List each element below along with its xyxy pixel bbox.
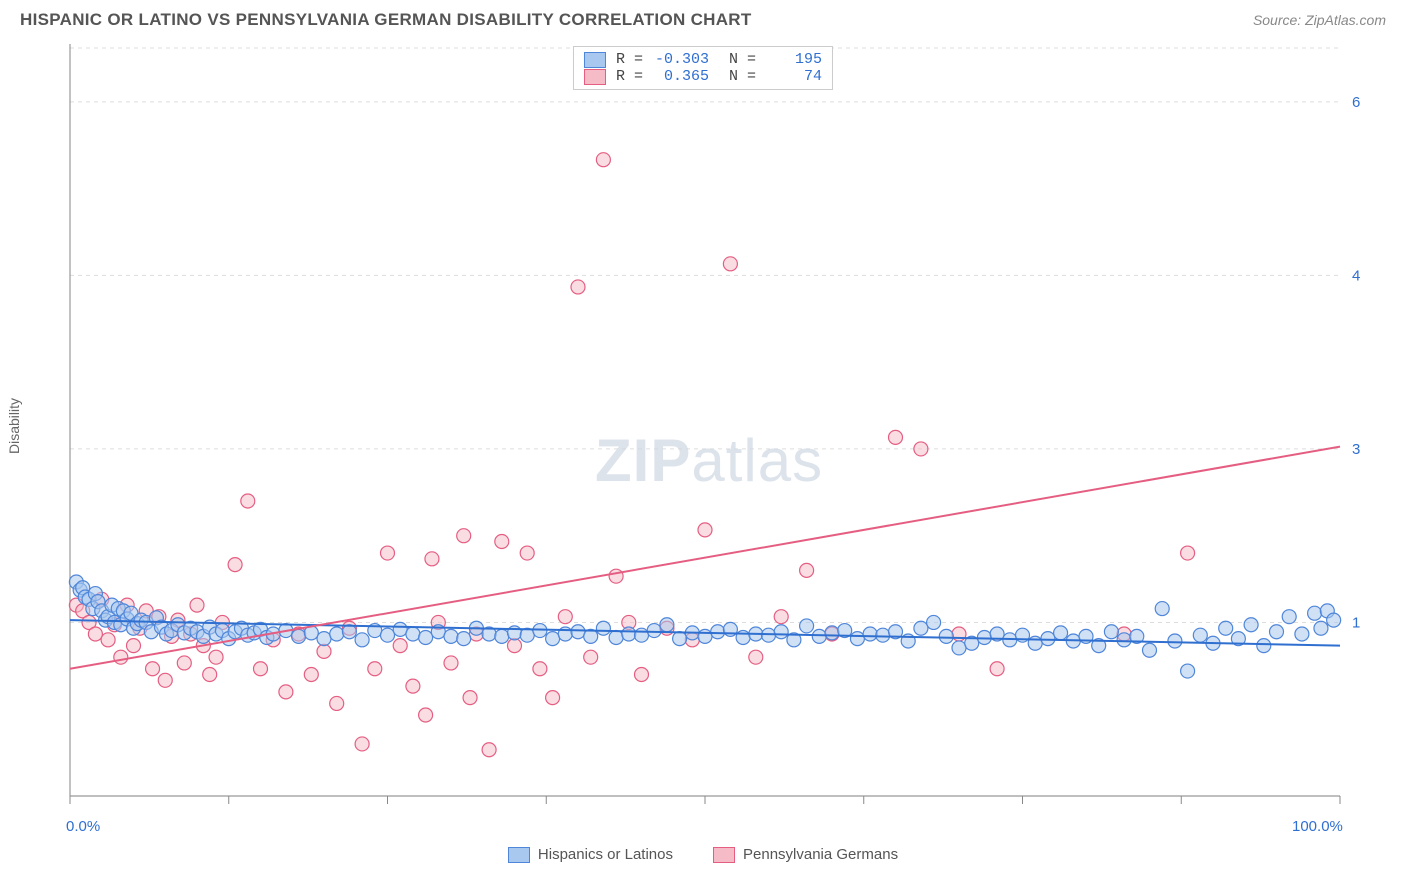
legend-swatch (584, 52, 606, 68)
series-legend: Hispanics or Latinos Pennsylvania Germans (0, 846, 1406, 863)
r-label: R = (616, 51, 643, 68)
series-legend-label: Pennsylvania Germans (743, 846, 898, 863)
legend-swatch (508, 847, 530, 863)
n-label: N = (729, 51, 756, 68)
series-legend-item: Pennsylvania Germans (713, 846, 898, 863)
stats-legend-row: R = 0.365 N = 74 (584, 68, 822, 85)
r-value: -0.303 (653, 51, 709, 68)
chart-area: Disability 15.0%30.0%45.0%60.0% ZIPatlas… (20, 36, 1386, 816)
scatter-chart: 15.0% 30.0% 45.0% 60.0% (20, 36, 1360, 816)
svg-text:30.0%: 30.0% (1352, 441, 1360, 458)
x-axis-min-label: 0.0% (66, 818, 100, 835)
n-label: N = (729, 68, 756, 85)
n-value: 195 (766, 51, 822, 68)
svg-text:60.0%: 60.0% (1352, 94, 1360, 111)
chart-source: Source: ZipAtlas.com (1253, 12, 1386, 28)
y-axis-label: Disability (6, 398, 22, 454)
x-axis-max-label: 100.0% (1292, 818, 1343, 835)
chart-title: HISPANIC OR LATINO VS PENNSYLVANIA GERMA… (20, 10, 752, 30)
series-legend-label: Hispanics or Latinos (538, 846, 673, 863)
stats-legend-row: R = -0.303 N = 195 (584, 51, 822, 68)
svg-text:45.0%: 45.0% (1352, 267, 1360, 284)
svg-text:15.0%: 15.0% (1352, 614, 1360, 631)
legend-swatch (584, 69, 606, 85)
chart-header: HISPANIC OR LATINO VS PENNSYLVANIA GERMA… (0, 0, 1406, 36)
x-axis-labels: 0.0% 100.0% (20, 818, 1360, 840)
n-value: 74 (766, 68, 822, 85)
series-legend-item: Hispanics or Latinos (508, 846, 673, 863)
r-label: R = (616, 68, 643, 85)
legend-swatch (713, 847, 735, 863)
stats-legend: R = -0.303 N = 195 R = 0.365 N = 74 (573, 46, 833, 90)
r-value: 0.365 (653, 68, 709, 85)
